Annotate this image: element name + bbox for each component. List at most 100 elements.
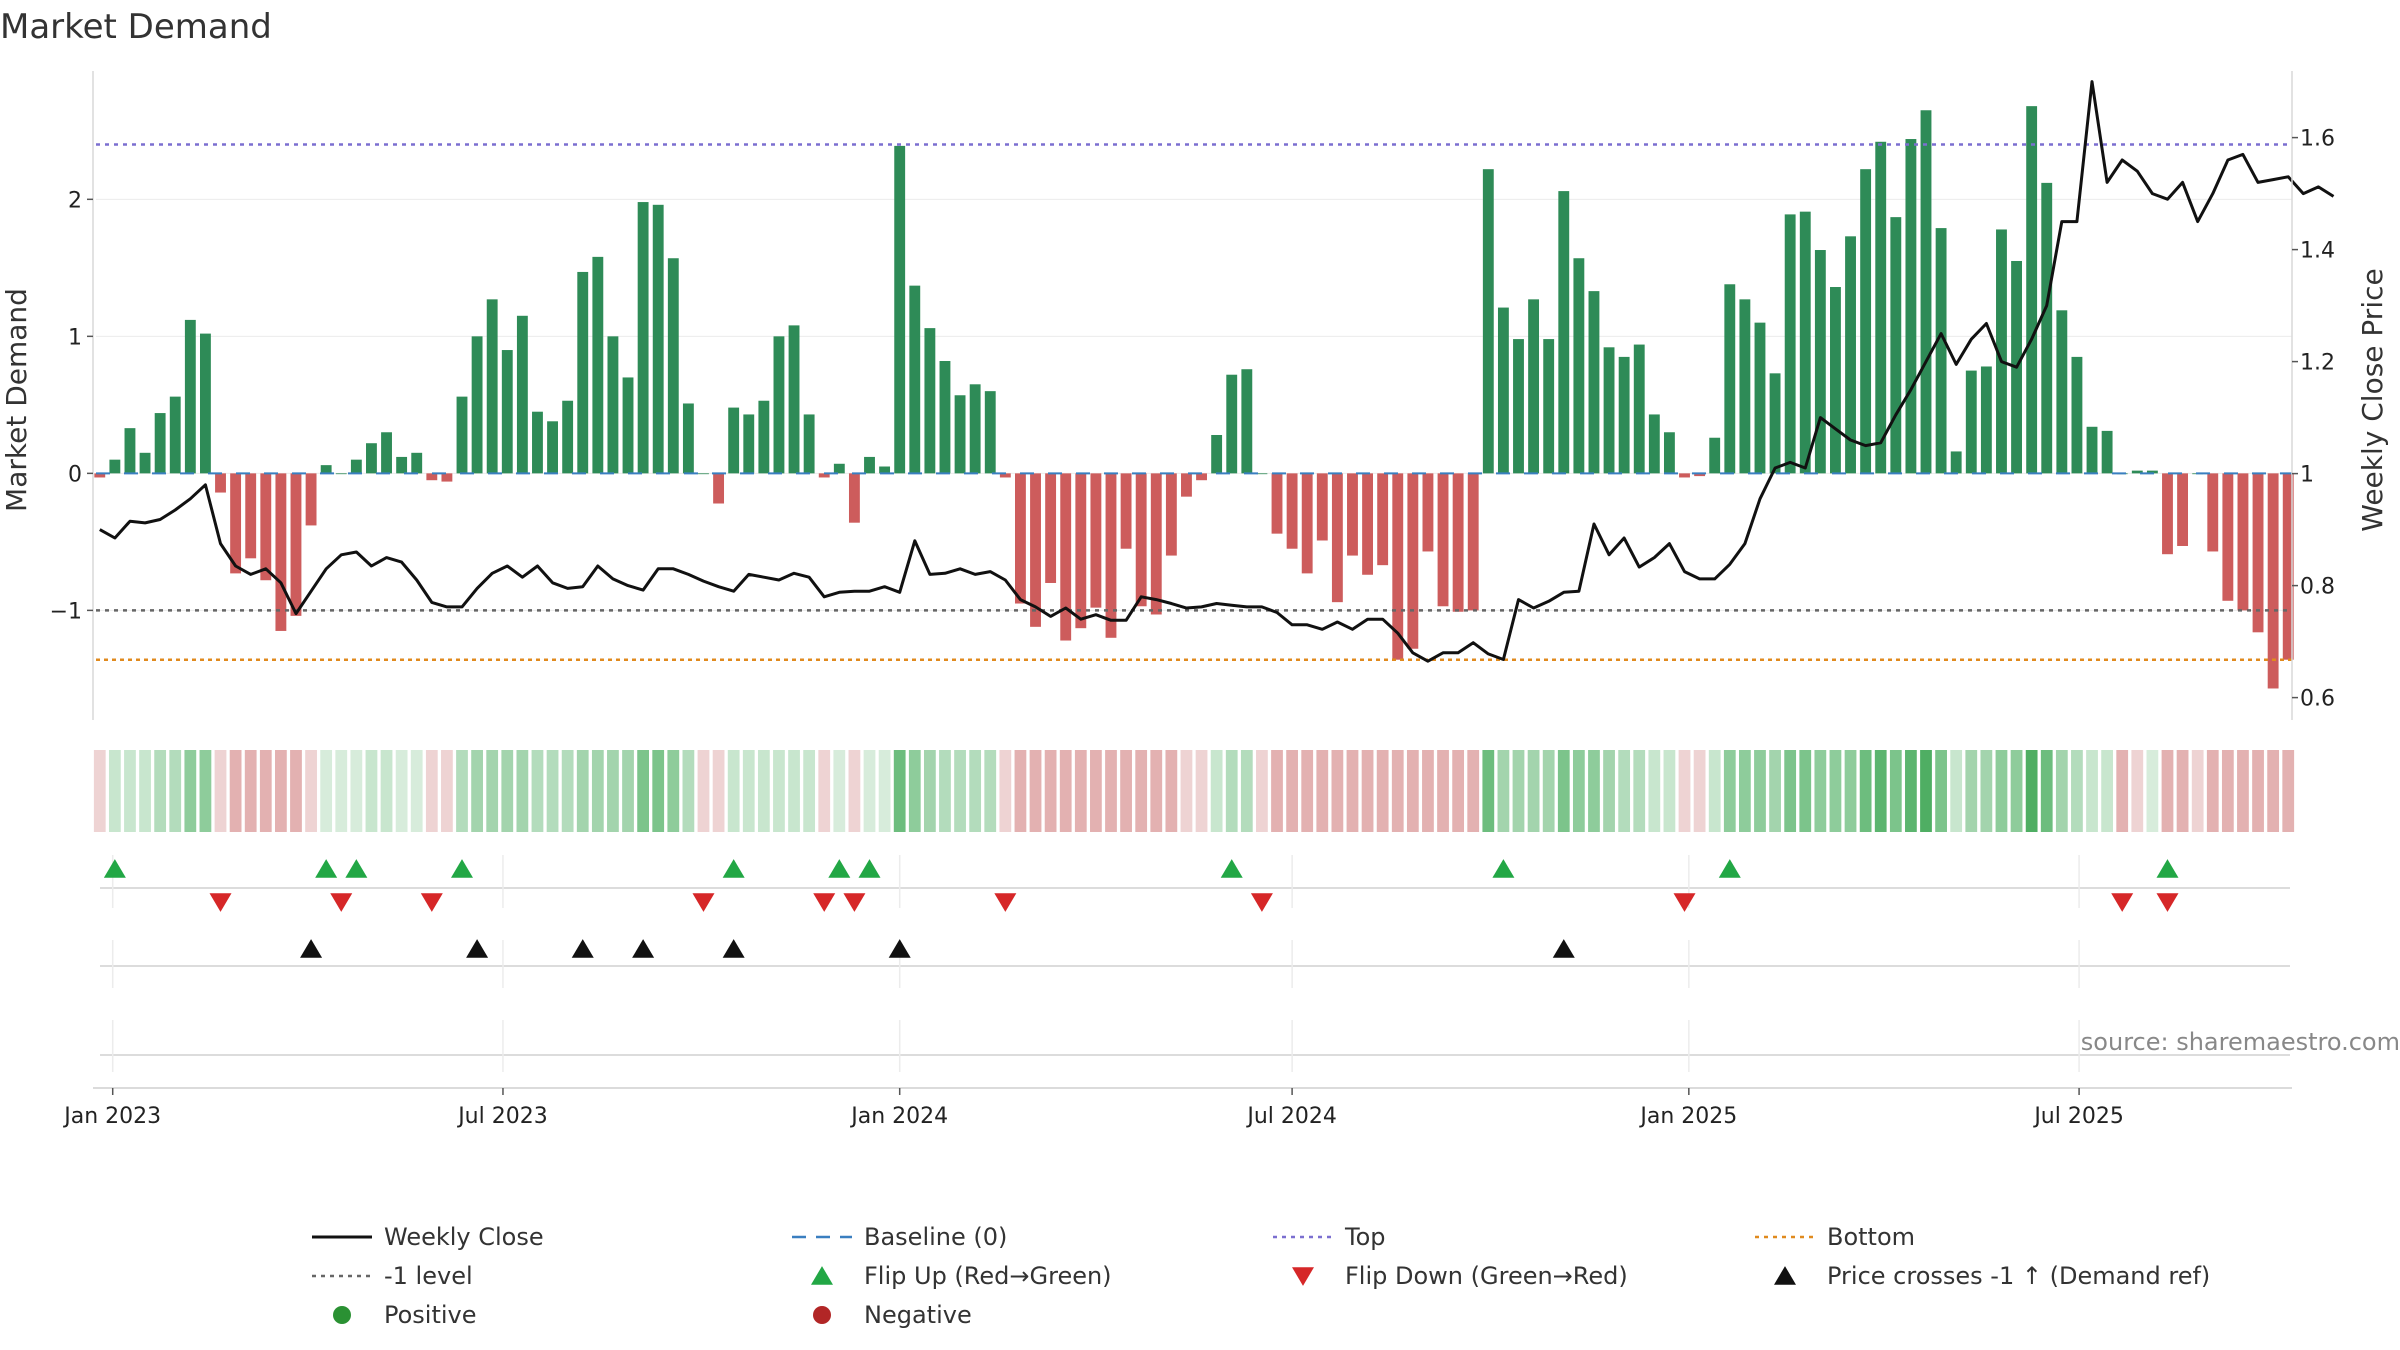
demand-bar (1211, 434, 1223, 474)
heat-cell (1678, 750, 1691, 832)
heat-cell (350, 750, 363, 832)
left-tick-label: 1 (68, 325, 82, 350)
flip-down-marker (1673, 893, 1696, 912)
demand-bar (1105, 473, 1117, 638)
demand-bar (1528, 299, 1540, 474)
demand-bar (1603, 347, 1615, 474)
heat-cell (1980, 750, 1993, 832)
legend-label: Positive (384, 1301, 477, 1329)
heat-cell (1874, 750, 1887, 832)
demand-bar (2041, 182, 2053, 474)
demand-bar (486, 299, 498, 474)
demand-bar (516, 315, 528, 474)
left-axis-title: Market Demand (0, 288, 33, 512)
heat-cell (1588, 750, 1600, 832)
demand-bar (1301, 473, 1313, 574)
demand-bar (2101, 430, 2113, 474)
heat-cell (1497, 750, 1510, 832)
heat-cell (1210, 750, 1223, 832)
heat-cell (1286, 750, 1298, 832)
demand-bar (1196, 473, 1207, 481)
heat-cell (275, 750, 287, 832)
demand-bar (954, 395, 966, 474)
demand-bar (969, 384, 981, 474)
chart-title: Market Demand (0, 7, 272, 47)
heat-cell (1150, 750, 1163, 832)
heat-cell (1708, 750, 1721, 832)
demand-bar (2056, 310, 2068, 474)
heat-cell (667, 750, 680, 832)
heat-cell (2191, 750, 2204, 832)
heat-cell (1693, 750, 1706, 832)
flip-down-marker (330, 893, 353, 912)
heat-cell (2161, 750, 2174, 832)
demand-bar (1543, 339, 1555, 474)
heat-cell (1814, 750, 1827, 832)
demand-bar (1799, 211, 1811, 474)
heat-cell (214, 750, 227, 832)
heat-cell (2282, 750, 2295, 832)
heat-cell (1723, 750, 1736, 832)
heat-cell (1739, 750, 1751, 832)
heat-cell (290, 750, 302, 832)
demand-bar (456, 396, 468, 474)
flip-up-marker (828, 859, 851, 878)
demand-bar (1347, 473, 1358, 556)
heat-cell (1376, 750, 1389, 832)
heat-cell (1889, 750, 1902, 832)
heat-cell (486, 750, 499, 832)
demand-bar (758, 400, 770, 474)
heat-cell (788, 750, 800, 832)
heat-cell (607, 750, 619, 832)
heat-cell (1859, 750, 1872, 832)
demand-bar (1045, 473, 1057, 583)
demand-bar (350, 459, 362, 474)
heat-cell (1105, 750, 1117, 832)
demand-bar (1497, 307, 1509, 474)
heat-cell (2055, 750, 2068, 832)
legend-label: Price crosses -1 ↑ (Demand ref) (1827, 1262, 2210, 1290)
demand-bar (1980, 366, 1992, 474)
heat-cell (1331, 750, 1344, 832)
heat-cell (908, 750, 921, 832)
demand-bar (1241, 369, 1253, 474)
flip-up-marker (1492, 859, 1515, 878)
demand-bar (2207, 473, 2219, 552)
demand-bar (139, 452, 151, 474)
demand-bar (1890, 217, 1902, 474)
heat-cell (395, 750, 408, 832)
heat-cell (1029, 750, 1042, 832)
heat-cell (425, 750, 438, 832)
demand-bar (411, 452, 423, 474)
demand-bar (1392, 473, 1404, 660)
heat-cell (1618, 750, 1631, 832)
heat-cell (365, 750, 378, 832)
legend-label: Bottom (1827, 1223, 1915, 1251)
heat-cell (516, 750, 529, 832)
heat-cell (2146, 750, 2159, 832)
heat-cell (1044, 750, 1057, 832)
weekly-close-series (99, 80, 2335, 663)
demand-bar (2131, 470, 2143, 474)
demand-bar (1935, 228, 1947, 474)
demand-bar (1181, 473, 1192, 497)
demand-bar (713, 473, 725, 504)
heat-cell (833, 750, 846, 832)
heat-cell (2025, 750, 2038, 832)
legend-swatch-triangle-up (1774, 1266, 1796, 1285)
demand-bar (682, 403, 694, 474)
demand-bar (335, 473, 347, 475)
heat-cell (2237, 750, 2249, 832)
demand-bar (1407, 473, 1419, 649)
demand-bar (894, 145, 906, 474)
demand-bar (1362, 473, 1374, 575)
demand-bar (1150, 473, 1162, 615)
demand-bar (1226, 374, 1238, 474)
heat-cell (441, 750, 453, 832)
right-tick-label: 1 (2300, 463, 2314, 488)
price-cross-marker (466, 939, 489, 958)
demand-bar (94, 473, 106, 478)
heat-cell (2040, 750, 2053, 832)
heat-cell (1844, 750, 1857, 832)
heat-cell (1527, 750, 1540, 832)
